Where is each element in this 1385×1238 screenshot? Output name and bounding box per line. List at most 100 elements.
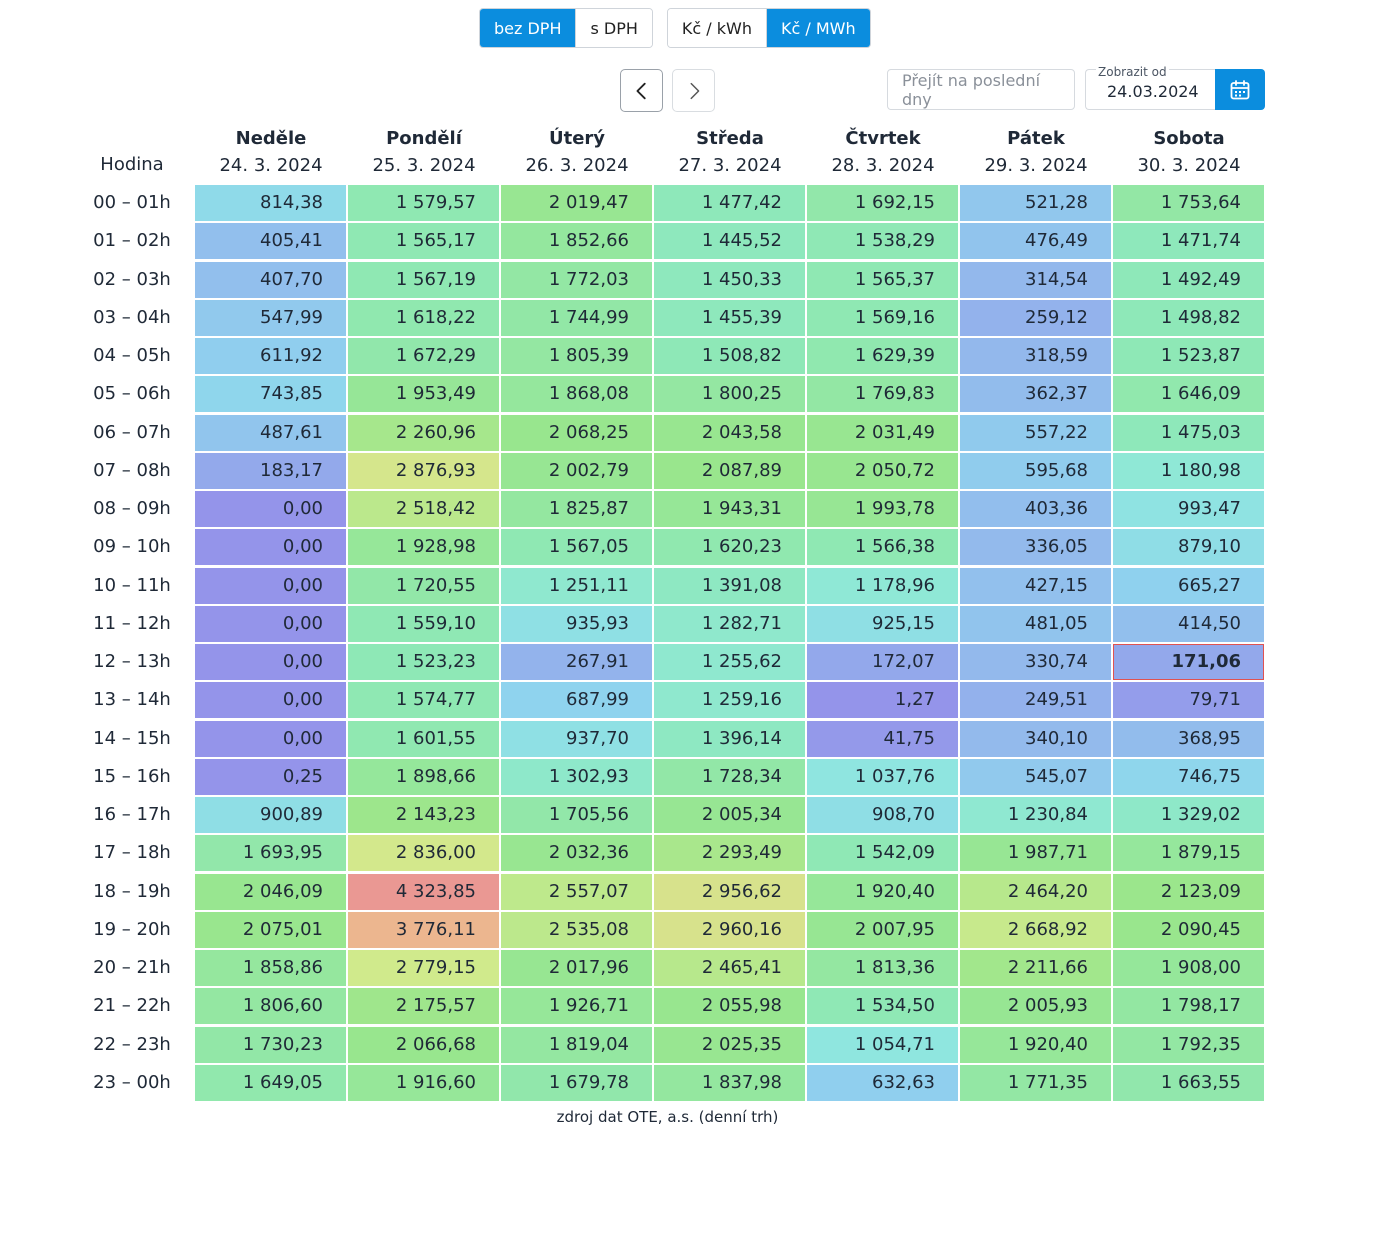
price-cell[interactable]: 1 329,02	[1113, 797, 1264, 833]
price-cell[interactable]: 340,10	[960, 720, 1111, 757]
price-cell[interactable]: 1 879,15	[1113, 835, 1264, 872]
price-cell[interactable]: 1 251,11	[501, 567, 652, 604]
price-cell[interactable]: 547,99	[195, 299, 346, 336]
price-cell[interactable]: 1 396,14	[654, 720, 805, 757]
price-cell[interactable]: 1 282,71	[654, 605, 805, 642]
price-cell[interactable]: 900,89	[195, 797, 346, 833]
next-week-button[interactable]	[672, 69, 715, 112]
price-cell[interactable]: 1 805,39	[501, 338, 652, 374]
price-cell[interactable]: 746,75	[1113, 758, 1264, 795]
previous-week-button[interactable]	[620, 69, 663, 112]
price-cell[interactable]: 1 054,71	[807, 1026, 958, 1063]
price-cell[interactable]: 267,91	[501, 644, 652, 680]
price-cell[interactable]: 0,00	[195, 567, 346, 604]
price-cell[interactable]: 1 565,37	[807, 261, 958, 298]
price-cell[interactable]: 1 302,93	[501, 758, 652, 795]
price-cell[interactable]: 611,92	[195, 338, 346, 374]
price-cell[interactable]: 1 806,60	[195, 988, 346, 1025]
price-cell[interactable]: 1 769,83	[807, 376, 958, 413]
price-cell[interactable]: 1 928,98	[348, 529, 499, 566]
price-cell[interactable]: 2 007,95	[807, 911, 958, 948]
price-cell[interactable]: 1 868,08	[501, 376, 652, 413]
price-cell[interactable]: 336,05	[960, 529, 1111, 566]
price-cell[interactable]: 1 813,36	[807, 950, 958, 986]
price-cell[interactable]: 1 858,86	[195, 950, 346, 986]
price-cell[interactable]: 743,85	[195, 376, 346, 413]
price-cell[interactable]: 2 518,42	[348, 491, 499, 527]
price-cell[interactable]: 0,25	[195, 758, 346, 795]
price-cell[interactable]: 557,22	[960, 414, 1111, 451]
price-cell[interactable]: 249,51	[960, 682, 1111, 719]
price-cell[interactable]: 2 005,34	[654, 797, 805, 833]
price-cell[interactable]: 403,36	[960, 491, 1111, 527]
price-cell[interactable]: 908,70	[807, 797, 958, 833]
price-cell[interactable]: 41,75	[807, 720, 958, 757]
price-cell[interactable]: 259,12	[960, 299, 1111, 336]
price-cell[interactable]: 1 471,74	[1113, 223, 1264, 260]
price-cell[interactable]: 1 579,57	[348, 185, 499, 221]
price-cell[interactable]: 487,61	[195, 414, 346, 451]
price-cell[interactable]: 2 090,45	[1113, 911, 1264, 948]
price-cell[interactable]: 2 557,07	[501, 873, 652, 910]
price-cell[interactable]: 2 025,35	[654, 1026, 805, 1063]
price-cell[interactable]: 0,00	[195, 682, 346, 719]
price-cell[interactable]: 314,54	[960, 261, 1111, 298]
price-cell[interactable]: 171,06	[1113, 644, 1264, 680]
price-cell[interactable]: 0,00	[195, 644, 346, 680]
price-cell[interactable]: 1 618,22	[348, 299, 499, 336]
price-cell[interactable]: 481,05	[960, 605, 1111, 642]
price-cell[interactable]: 427,15	[960, 567, 1111, 604]
price-cell[interactable]: 1 792,35	[1113, 1026, 1264, 1063]
price-cell[interactable]: 2 019,47	[501, 185, 652, 221]
price-cell[interactable]: 1 993,78	[807, 491, 958, 527]
price-cell[interactable]: 925,15	[807, 605, 958, 642]
price-cell[interactable]: 2 123,09	[1113, 873, 1264, 910]
price-cell[interactable]: 2 464,20	[960, 873, 1111, 910]
price-cell[interactable]: 2 779,15	[348, 950, 499, 986]
quick-jump-select[interactable]: Přejít na poslední dny	[887, 69, 1075, 110]
unit-mwh-button[interactable]: Kč / MWh	[765, 9, 870, 47]
with-vat-button[interactable]: s DPH	[575, 9, 652, 47]
price-cell[interactable]: 1 730,23	[195, 1026, 346, 1063]
price-cell[interactable]: 1 692,15	[807, 185, 958, 221]
price-cell[interactable]: 2 002,79	[501, 452, 652, 489]
price-cell[interactable]: 2 465,41	[654, 950, 805, 986]
price-cell[interactable]: 1 601,55	[348, 720, 499, 757]
price-cell[interactable]: 2 260,96	[348, 414, 499, 451]
price-cell[interactable]: 1 559,10	[348, 605, 499, 642]
price-cell[interactable]: 407,70	[195, 261, 346, 298]
price-cell[interactable]: 1 567,19	[348, 261, 499, 298]
price-cell[interactable]: 2 175,57	[348, 988, 499, 1025]
price-cell[interactable]: 1 953,49	[348, 376, 499, 413]
price-cell[interactable]: 1 825,87	[501, 491, 652, 527]
price-cell[interactable]: 545,07	[960, 758, 1111, 795]
price-cell[interactable]: 1 908,00	[1113, 950, 1264, 986]
price-cell[interactable]: 2 143,23	[348, 797, 499, 833]
price-cell[interactable]: 414,50	[1113, 605, 1264, 642]
price-cell[interactable]: 2 087,89	[654, 452, 805, 489]
price-cell[interactable]: 1 492,49	[1113, 261, 1264, 298]
price-cell[interactable]: 1 744,99	[501, 299, 652, 336]
price-cell[interactable]: 368,95	[1113, 720, 1264, 757]
price-cell[interactable]: 1 230,84	[960, 797, 1111, 833]
price-cell[interactable]: 2 293,49	[654, 835, 805, 872]
price-cell[interactable]: 1 852,66	[501, 223, 652, 260]
price-cell[interactable]: 1 574,77	[348, 682, 499, 719]
price-cell[interactable]: 2 960,16	[654, 911, 805, 948]
price-cell[interactable]: 405,41	[195, 223, 346, 260]
price-cell[interactable]: 665,27	[1113, 567, 1264, 604]
price-cell[interactable]: 2 876,93	[348, 452, 499, 489]
price-cell[interactable]: 1 720,55	[348, 567, 499, 604]
price-cell[interactable]: 3 776,11	[348, 911, 499, 948]
price-cell[interactable]: 632,63	[807, 1064, 958, 1101]
price-cell[interactable]: 2 050,72	[807, 452, 958, 489]
price-cell[interactable]: 1 987,71	[960, 835, 1111, 872]
price-cell[interactable]: 1 771,35	[960, 1064, 1111, 1101]
price-cell[interactable]: 2 031,49	[807, 414, 958, 451]
price-cell[interactable]: 1 178,96	[807, 567, 958, 604]
price-cell[interactable]: 2 668,92	[960, 911, 1111, 948]
price-cell[interactable]: 1 800,25	[654, 376, 805, 413]
price-cell[interactable]: 1 926,71	[501, 988, 652, 1025]
price-cell[interactable]: 1 180,98	[1113, 452, 1264, 489]
price-cell[interactable]: 1 523,23	[348, 644, 499, 680]
